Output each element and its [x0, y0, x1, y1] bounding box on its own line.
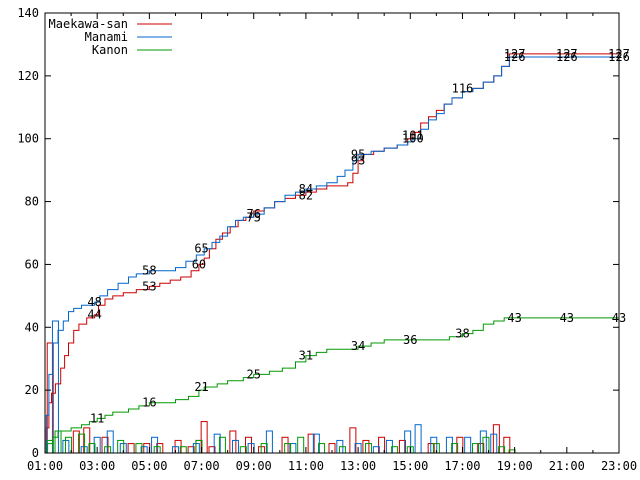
cumulative-lines	[45, 53, 619, 454]
y-tick-label-5: 100	[17, 132, 39, 146]
data-label-0-2: 60	[192, 257, 206, 271]
x-tick-label-4: 09:00	[236, 459, 272, 473]
legend-label-0: Maekawa-san	[49, 17, 128, 31]
x-tick-label-7: 15:00	[392, 459, 428, 473]
data-label-2-5: 34	[351, 339, 365, 353]
data-label-0-0: 44	[87, 308, 101, 322]
data-label-1-5: 95	[351, 147, 365, 161]
y-tick-label-3: 60	[25, 257, 39, 271]
x-tick-label-1: 03:00	[79, 459, 115, 473]
x-tick-label-6: 13:00	[340, 459, 376, 473]
y-tick-label-4: 80	[25, 195, 39, 209]
bar-0-4	[127, 443, 135, 454]
x-tick-label-3: 07:00	[183, 459, 219, 473]
series-line-2	[45, 317, 619, 454]
x-tick-label-0: 01:00	[27, 459, 63, 473]
data-label-0-7: 116	[452, 81, 474, 95]
y-tick-label-0: 0	[32, 446, 39, 460]
data-label-0-5: 93	[351, 154, 365, 168]
data-label-0-8: 127	[504, 47, 526, 61]
x-tick-label-5: 11:00	[288, 459, 324, 473]
bar-2-15	[297, 436, 305, 454]
y-tick-label-6: 120	[17, 69, 39, 83]
data-label-2-9: 43	[560, 311, 574, 325]
data-label-1-8: 126	[556, 50, 578, 64]
plot-frame	[44, 12, 620, 454]
data-label-0-4: 82	[299, 188, 313, 202]
x-tick-label-10: 21:00	[549, 459, 585, 473]
y-tick-label-1: 20	[25, 383, 39, 397]
x-axis-ticks: 01:00 03:00 05:00 07:00 09:00 11:00 13:00 15:00…	[27, 13, 637, 473]
x-tick-label-2: 05:00	[131, 459, 167, 473]
axes	[44, 12, 620, 454]
data-label-2-3: 25	[247, 367, 261, 381]
y-tick-label-7: 140	[17, 6, 39, 20]
data-label-2-4: 31	[299, 349, 313, 363]
data-label-2-8: 43	[507, 311, 521, 325]
y-axis-ticks: 0 20 40 60 80 100 120 140	[17, 6, 619, 460]
bar-1-24	[464, 436, 472, 454]
data-label-1-4: 84	[299, 182, 313, 196]
series-line-0	[45, 53, 619, 454]
x-tick-label-11: 23:00	[601, 459, 637, 473]
data-label-1-6: 100	[402, 132, 424, 146]
hourly-bars	[46, 320, 516, 454]
series-line-1	[45, 56, 619, 454]
data-label-1-2: 65	[194, 242, 208, 256]
data-label-0-3: 75	[247, 210, 261, 224]
data-label-2-0: 11	[90, 411, 104, 425]
data-label-2-2: 21	[194, 380, 208, 394]
data-label-2-6: 36	[403, 333, 417, 347]
data-label-0-6: 101	[402, 129, 424, 143]
y-tick-label-2: 40	[25, 320, 39, 334]
x-tick-label-8: 17:00	[444, 459, 480, 473]
data-label-0-9: 127	[556, 47, 578, 61]
data-label-1-3: 76	[247, 207, 261, 221]
data-label-1-7: 126	[504, 50, 526, 64]
legend-label-1: Manami	[85, 30, 128, 44]
data-label-1-0: 48	[87, 295, 101, 309]
bar-1-21	[414, 424, 422, 454]
legend-label-2: Kanon	[92, 43, 128, 57]
x-tick-label-9: 19:00	[497, 459, 533, 473]
data-label-2-7: 38	[455, 327, 469, 341]
data-label-2-1: 16	[142, 396, 156, 410]
data-label-0-1: 53	[142, 279, 156, 293]
data-label-1-1: 58	[142, 264, 156, 278]
